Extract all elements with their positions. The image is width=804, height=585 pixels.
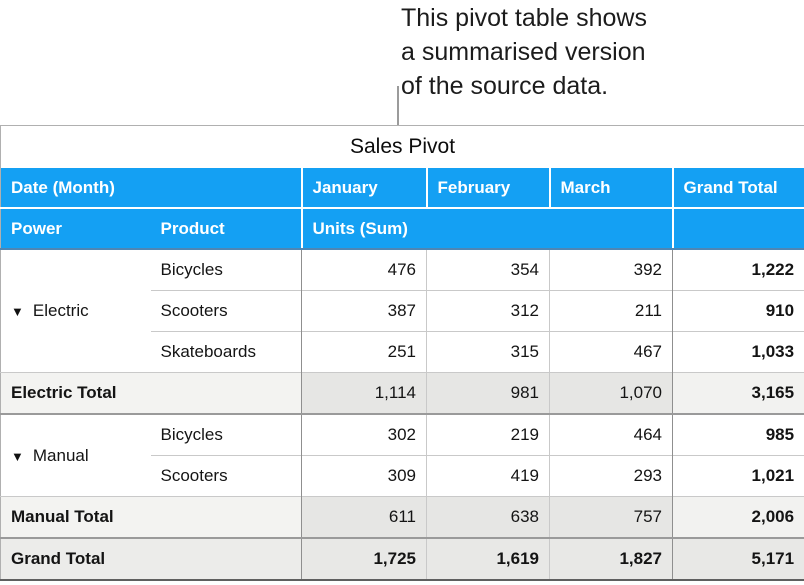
table-row: ▼ Manual Bicycles 302 219 464 985 bbox=[0, 413, 804, 497]
group-grand-total[interactable]: 3,165 bbox=[671, 372, 804, 415]
value-cell[interactable]: 293 bbox=[549, 455, 673, 497]
table-row: Scooters 309 419 293 1,021 bbox=[1, 455, 804, 497]
grand-total-value[interactable]: 1,725 bbox=[301, 537, 427, 580]
pivot-table-container: Sales Pivot Date (Month) January Februar… bbox=[0, 125, 804, 581]
callout-line-3: of the source data. bbox=[401, 72, 609, 100]
value-cell[interactable]: 387 bbox=[301, 290, 427, 332]
group-total-label[interactable]: Manual Total bbox=[0, 496, 302, 539]
table-title-row: Sales Pivot bbox=[0, 125, 804, 168]
row-total-cell[interactable]: 1,021 bbox=[671, 455, 804, 497]
group-total-row: Electric Total 1,114 981 1,070 3,165 bbox=[0, 372, 804, 415]
value-cell[interactable]: 476 bbox=[301, 248, 427, 291]
grand-total-value[interactable]: 1,827 bbox=[549, 537, 673, 580]
value-cell[interactable]: 302 bbox=[301, 413, 427, 456]
disclosure-triangle-icon[interactable]: ▼ bbox=[11, 304, 24, 319]
row-total-cell[interactable]: 1,033 bbox=[671, 331, 804, 373]
header-row-fields: Power Product Units (Sum) bbox=[0, 208, 804, 250]
callout-annotation: This pivot table shows a summarised vers… bbox=[401, 1, 647, 103]
product-label[interactable]: Scooters bbox=[150, 455, 302, 497]
header-february[interactable]: February bbox=[425, 168, 550, 209]
group-name: Manual bbox=[32, 445, 89, 465]
group-total-value[interactable]: 757 bbox=[549, 496, 673, 539]
table-row: Skateboards 251 315 467 1,033 bbox=[1, 331, 804, 373]
group-grand-total[interactable]: 2,006 bbox=[671, 496, 804, 539]
value-cell[interactable]: 251 bbox=[301, 331, 427, 373]
callout-connector-line bbox=[397, 86, 399, 126]
group-total-value[interactable]: 1,070 bbox=[549, 372, 673, 415]
value-cell[interactable]: 392 bbox=[549, 248, 673, 291]
group-label-electric[interactable]: ▼ Electric bbox=[0, 248, 151, 373]
header-units-sum[interactable]: Units (Sum) bbox=[300, 208, 673, 250]
table-title[interactable]: Sales Pivot bbox=[0, 125, 804, 168]
value-cell[interactable]: 211 bbox=[549, 290, 673, 332]
value-cell[interactable]: 419 bbox=[426, 455, 550, 497]
header-date-month[interactable]: Date (Month) bbox=[0, 168, 302, 209]
callout-line-2: a summarised version bbox=[401, 38, 646, 66]
product-label[interactable]: Bicycles bbox=[150, 248, 302, 291]
group-total-value[interactable]: 611 bbox=[301, 496, 427, 539]
value-cell[interactable]: 464 bbox=[549, 413, 673, 456]
row-total-cell[interactable]: 985 bbox=[671, 413, 804, 456]
value-cell[interactable]: 354 bbox=[426, 248, 550, 291]
header-grand-total[interactable]: Grand Total bbox=[671, 168, 804, 209]
group-total-row: Manual Total 611 638 757 2,006 bbox=[0, 496, 804, 539]
table-row: ▼ Electric Bicycles 476 354 392 1,222 bbox=[0, 248, 804, 373]
group-total-value[interactable]: 981 bbox=[426, 372, 550, 415]
grand-total-label[interactable]: Grand Total bbox=[0, 537, 302, 580]
row-total-cell[interactable]: 910 bbox=[671, 290, 804, 332]
value-cell[interactable]: 312 bbox=[426, 290, 550, 332]
table-row: Scooters 387 312 211 910 bbox=[1, 290, 804, 332]
value-cell[interactable]: 315 bbox=[426, 331, 550, 373]
grand-total-row: Grand Total 1,725 1,619 1,827 5,171 bbox=[0, 537, 804, 580]
product-label[interactable]: Skateboards bbox=[150, 331, 302, 373]
pivot-table: Sales Pivot Date (Month) January Februar… bbox=[0, 125, 804, 581]
group-label-manual[interactable]: ▼ Manual bbox=[0, 413, 151, 497]
product-label[interactable]: Scooters bbox=[150, 290, 302, 332]
header-product[interactable]: Product bbox=[150, 208, 302, 250]
product-label[interactable]: Bicycles bbox=[150, 413, 302, 456]
grand-total-value[interactable]: 1,619 bbox=[426, 537, 550, 580]
group-name: Electric bbox=[32, 301, 89, 320]
header-grand-total-spacer[interactable] bbox=[671, 208, 804, 250]
grand-total-overall[interactable]: 5,171 bbox=[671, 537, 804, 580]
row-total-cell[interactable]: 1,222 bbox=[671, 248, 804, 291]
value-cell[interactable]: 219 bbox=[426, 413, 550, 456]
group-total-label[interactable]: Electric Total bbox=[0, 372, 302, 415]
disclosure-triangle-icon[interactable]: ▼ bbox=[11, 448, 24, 464]
group-total-value[interactable]: 1,114 bbox=[301, 372, 427, 415]
callout-line-1: This pivot table shows bbox=[401, 4, 647, 32]
header-row-months: Date (Month) January February March Gran… bbox=[0, 168, 804, 209]
header-power[interactable]: Power bbox=[0, 208, 151, 250]
header-march[interactable]: March bbox=[548, 168, 673, 209]
header-january[interactable]: January bbox=[300, 168, 427, 209]
value-cell[interactable]: 467 bbox=[549, 331, 673, 373]
group-total-value[interactable]: 638 bbox=[426, 496, 550, 539]
value-cell[interactable]: 309 bbox=[301, 455, 427, 497]
